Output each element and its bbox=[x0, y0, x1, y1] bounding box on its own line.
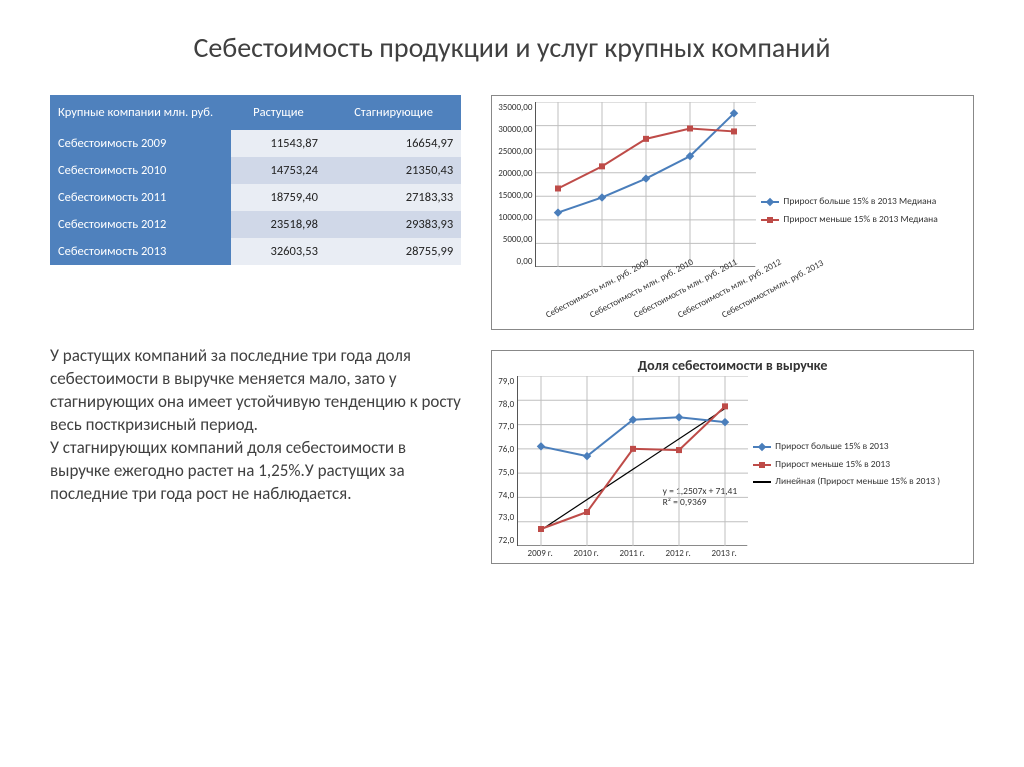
table-row: Себестоимость 2013 32603,53 28755,99 bbox=[50, 238, 461, 265]
chart1-legend: Прирост больше 15% в 2013 Медиана Прирост… bbox=[761, 196, 937, 232]
row-growing: 23518,98 bbox=[231, 211, 326, 238]
right-column: 0,005000,0010000,0015000,0020000,0025000… bbox=[491, 95, 974, 564]
chart1-yaxis: 0,005000,0010000,0015000,0020000,0025000… bbox=[498, 102, 535, 267]
chart1-plot bbox=[535, 102, 755, 267]
chart2-plot: y = 1,2507x + 71,41R² = 0,9369 bbox=[517, 376, 747, 546]
row-label: Себестоимость 2010 bbox=[50, 157, 231, 184]
legend-item: Прирост меньше 15% в 2013 Медиана bbox=[761, 214, 937, 226]
data-table: Крупные компании млн. руб. Растущие Стаг… bbox=[50, 95, 461, 265]
chart2-xaxis: 2009 г.2010 г.2011 г.2012 г.2013 г. bbox=[517, 548, 747, 559]
table-row: Себестоимость 2010 14753,24 21350,43 bbox=[50, 157, 461, 184]
chart-cost-absolute: 0,005000,0010000,0015000,0020000,0025000… bbox=[491, 95, 974, 330]
row-stagnating: 28755,99 bbox=[326, 238, 461, 265]
left-column: Крупные компании млн. руб. Растущие Стаг… bbox=[50, 95, 461, 564]
content-area: Крупные компании млн. руб. Растущие Стаг… bbox=[50, 95, 974, 564]
row-stagnating: 29383,93 bbox=[326, 211, 461, 238]
legend-item: Линейная (Прирост меньше 15% в 2013 ) bbox=[753, 476, 940, 488]
table-row: Себестоимость 2011 18759,40 27183,33 bbox=[50, 184, 461, 211]
table-row: Себестоимость 2012 23518,98 29383,93 bbox=[50, 211, 461, 238]
row-stagnating: 16654,97 bbox=[326, 130, 461, 157]
analysis-paragraph: У растущих компаний за последние три год… bbox=[50, 345, 461, 506]
row-label: Себестоимость 2009 bbox=[50, 130, 231, 157]
legend-item: Прирост меньше 15% в 2013 bbox=[753, 459, 940, 471]
page-title: Себестоимость продукции и услуг крупных … bbox=[50, 30, 974, 65]
row-growing: 14753,24 bbox=[231, 157, 326, 184]
th-stagnating: Стагнирующие bbox=[326, 95, 461, 130]
row-growing: 11543,87 bbox=[231, 130, 326, 157]
legend-item: Прирост больше 15% в 2013 bbox=[753, 441, 940, 453]
row-label: Себестоимость 2013 bbox=[50, 238, 231, 265]
row-label: Себестоимость 2012 bbox=[50, 211, 231, 238]
legend-item: Прирост больше 15% в 2013 Медиана bbox=[761, 196, 937, 208]
chart2-title: Доля себестоимости в выручке bbox=[498, 357, 967, 374]
row-stagnating: 21350,43 bbox=[326, 157, 461, 184]
row-label: Себестоимость 2011 bbox=[50, 184, 231, 211]
chart2-yaxis: 72,073,074,075,076,077,078,079,0 bbox=[498, 376, 517, 546]
row-stagnating: 27183,33 bbox=[326, 184, 461, 211]
row-growing: 32603,53 bbox=[231, 238, 326, 265]
row-growing: 18759,40 bbox=[231, 184, 326, 211]
th-companies: Крупные компании млн. руб. bbox=[50, 95, 231, 130]
table-row: Себестоимость 2009 11543,87 16654,97 bbox=[50, 130, 461, 157]
chart2-legend: Прирост больше 15% в 2013 Прирост меньше … bbox=[753, 441, 940, 495]
chart-cost-share: Доля себестоимости в выручке 72,073,074,… bbox=[491, 350, 974, 564]
th-growing: Растущие bbox=[231, 95, 326, 130]
chart1-xaxis: Себестоимость млн. руб. 2009Себестоимост… bbox=[535, 269, 755, 325]
